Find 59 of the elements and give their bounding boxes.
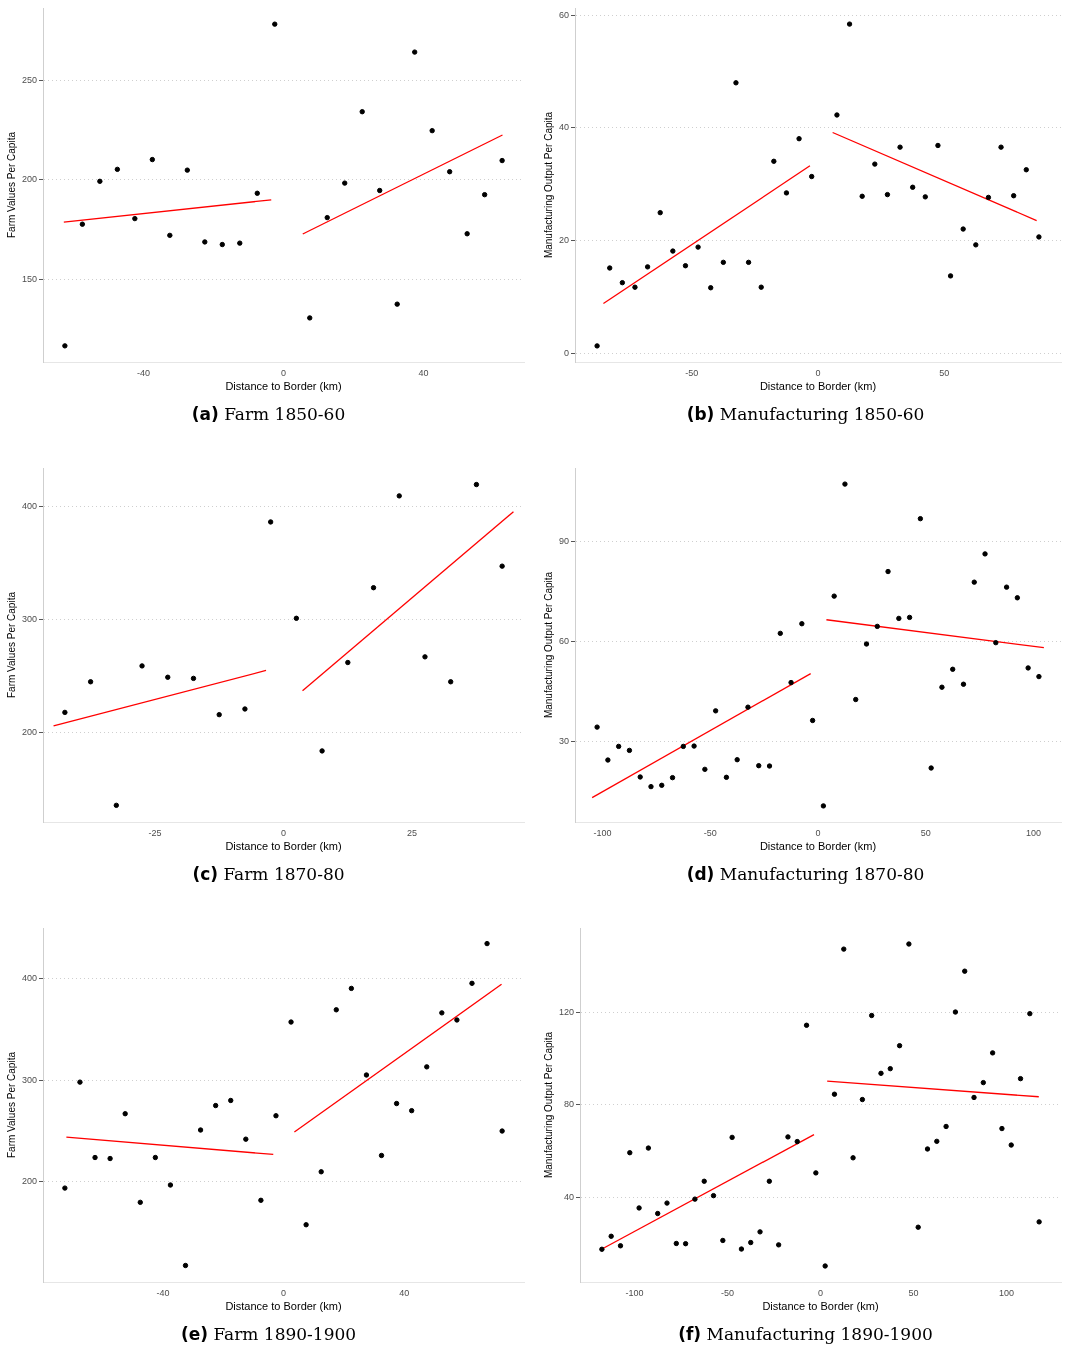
x-axis-title: Distance to Border (km) bbox=[225, 380, 342, 393]
x-tick-label: 40 bbox=[418, 367, 429, 378]
x-tick-label: -50 bbox=[685, 367, 699, 378]
y-tick-label: 60 bbox=[559, 9, 570, 20]
y-tick-label: 20 bbox=[559, 235, 570, 246]
text: (a) Farm 1850-60 bbox=[190, 404, 347, 424]
text: (f) Manufacturing 1890-1900 bbox=[677, 1324, 934, 1344]
y-tick-label: 400 bbox=[21, 500, 38, 511]
x-tick-label: 50 bbox=[920, 827, 931, 838]
x-tick-label: 0 bbox=[815, 367, 821, 378]
x-axis-title: Distance to Border (km) bbox=[759, 380, 877, 393]
x-tick-label: 100 bbox=[999, 1287, 1015, 1298]
text: (b) Manufacturing 1850-60 bbox=[685, 404, 926, 424]
x-axis-title: Distance to Border (km) bbox=[759, 840, 877, 853]
y-tick-label: 30 bbox=[559, 735, 570, 746]
x-tick-label: 25 bbox=[407, 827, 418, 838]
y-tick-label: 200 bbox=[21, 174, 38, 185]
y-tick-label: 250 bbox=[21, 74, 38, 85]
y-axis-title: Manufacturing Output Per Capita bbox=[542, 571, 554, 719]
y-tick-label: 300 bbox=[21, 1074, 38, 1085]
x-tick-label: 50 bbox=[908, 1287, 919, 1298]
x-tick-label: -40 bbox=[156, 1287, 170, 1298]
x-tick-label: 0 bbox=[281, 827, 287, 838]
y-tick-label: 90 bbox=[559, 536, 570, 547]
text: (d) Manufacturing 1870-80 bbox=[685, 864, 926, 884]
x-axis-title: Distance to Border (km) bbox=[225, 1300, 342, 1313]
y-axis-title: Manufacturing Output Per Capita bbox=[542, 111, 554, 259]
x-tick-label: -40 bbox=[137, 367, 151, 378]
x-tick-label: 0 bbox=[281, 1287, 287, 1298]
x-tick-label: 0 bbox=[815, 827, 821, 838]
x-tick-label: -25 bbox=[148, 827, 162, 838]
x-tick-label: 40 bbox=[399, 1287, 410, 1298]
y-tick-label: 400 bbox=[21, 972, 38, 983]
y-tick-label: 200 bbox=[21, 727, 38, 738]
x-tick-label: -50 bbox=[720, 1287, 734, 1298]
y-axis-title: Farm Values Per Capita bbox=[5, 591, 17, 698]
y-tick-label: 300 bbox=[21, 613, 38, 624]
y-tick-label: 40 bbox=[559, 122, 570, 133]
y-axis-title: Farm Values Per Capita bbox=[5, 1051, 17, 1158]
x-tick-label: 0 bbox=[281, 367, 287, 378]
x-axis-title: Distance to Border (km) bbox=[762, 1300, 879, 1313]
text: (c) Farm 1870-80 bbox=[191, 864, 346, 884]
x-tick-label: 100 bbox=[1026, 827, 1042, 838]
text: (e) Farm 1890-1900 bbox=[179, 1324, 358, 1344]
y-tick-label: 200 bbox=[21, 1176, 38, 1187]
x-tick-label: -100 bbox=[593, 827, 612, 838]
x-tick-label: -100 bbox=[625, 1287, 644, 1298]
y-tick-label: 150 bbox=[21, 274, 38, 285]
y-tick-label: 80 bbox=[564, 1099, 575, 1110]
x-tick-label: 0 bbox=[818, 1287, 824, 1298]
x-axis-title: Distance to Border (km) bbox=[225, 840, 342, 853]
y-axis-title: Manufacturing Output Per Capita bbox=[542, 1031, 554, 1179]
x-tick-label: -50 bbox=[703, 827, 717, 838]
x-tick-label: 50 bbox=[939, 367, 950, 378]
y-tick-label: 120 bbox=[558, 1006, 575, 1017]
y-tick-label: 60 bbox=[559, 636, 570, 647]
y-tick-label: 0 bbox=[564, 348, 570, 359]
y-tick-label: 40 bbox=[564, 1192, 575, 1203]
y-axis-title: Farm Values Per Capita bbox=[5, 131, 17, 238]
